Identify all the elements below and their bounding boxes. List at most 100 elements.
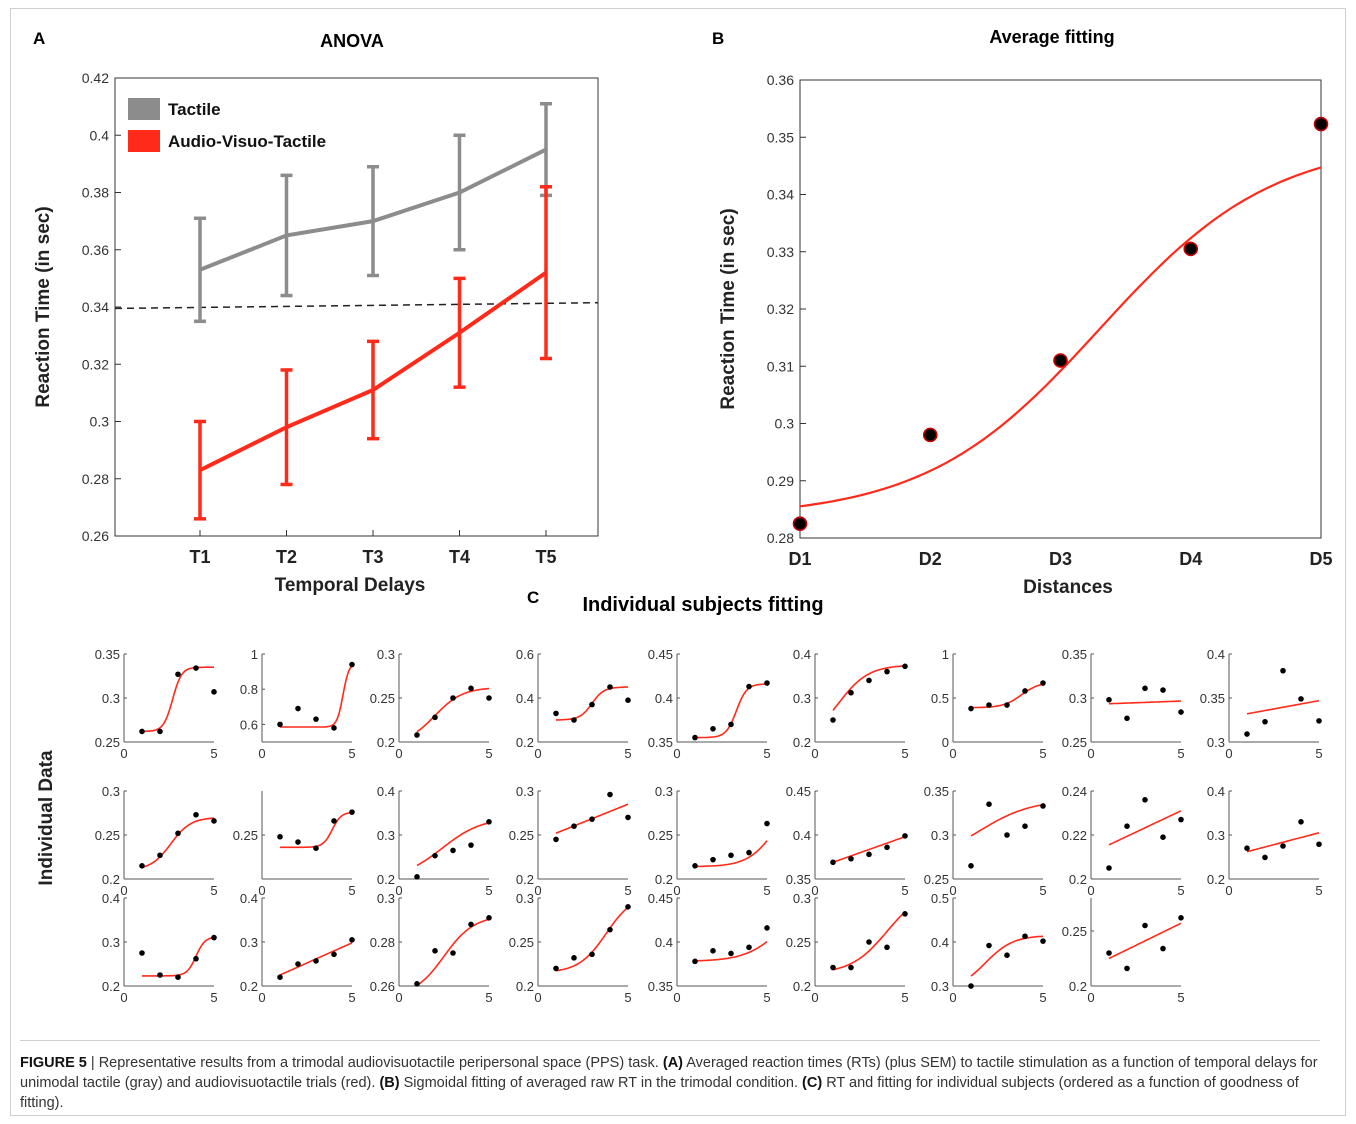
subject-subplot: 0.6 0.8 1 0 5 xyxy=(240,647,356,761)
data-point xyxy=(450,847,456,854)
panel-a-title: ANOVA xyxy=(320,31,384,51)
data-point xyxy=(1178,816,1184,823)
data-point xyxy=(349,661,355,668)
x-tick-label: D4 xyxy=(1179,549,1202,569)
x-tick-label: 0 xyxy=(1087,746,1094,761)
data-point xyxy=(1298,696,1304,702)
x-tick-label: T2 xyxy=(276,547,297,567)
panel-c-letter: C xyxy=(527,588,539,607)
data-point xyxy=(414,981,420,987)
y-tick-label: 0.2 xyxy=(240,979,258,994)
data-point xyxy=(728,721,734,728)
data-point xyxy=(313,716,319,722)
y-tick-label: 0.34 xyxy=(767,187,794,203)
y-tick-label: 0.42 xyxy=(82,70,109,86)
data-point xyxy=(211,689,217,695)
data-point xyxy=(1160,687,1166,693)
fit-curve xyxy=(832,911,906,971)
y-tick-label: 0.2 xyxy=(377,872,395,887)
data-point xyxy=(157,972,163,978)
fit-curve xyxy=(1108,810,1182,846)
data-point xyxy=(211,818,217,824)
y-tick-label: 1 xyxy=(251,647,258,662)
fit-curve xyxy=(832,665,906,711)
y-tick-label: 0.3 xyxy=(931,979,949,994)
fit-curve xyxy=(1246,699,1320,715)
x-tick-label: 0 xyxy=(395,746,402,761)
data-point xyxy=(1124,965,1130,972)
subject-subplot: 0.2 0.25 0.3 0 5 xyxy=(786,891,909,1005)
data-point xyxy=(625,904,631,910)
subject-subplot: 0.2 0.3 0.4 0 5 xyxy=(793,647,909,761)
x-tick-label: 5 xyxy=(1177,990,1184,1005)
x-tick-label: 5 xyxy=(624,883,631,898)
caption-tag-c: (C) xyxy=(802,1075,823,1091)
data-point xyxy=(848,964,854,971)
data-point xyxy=(764,925,770,931)
x-tick-label: 0 xyxy=(258,883,265,898)
y-tick-label: 0.3 xyxy=(1207,828,1225,843)
y-tick-label: 0.2 xyxy=(793,979,811,994)
figure-caption: FIGURE 5 | Representative results from a… xyxy=(20,1040,1320,1113)
data-point xyxy=(710,856,716,863)
y-tick-label: 0.4 xyxy=(793,647,811,662)
fit-curve xyxy=(970,803,1044,837)
panel-c: C Individual subjects fitting Individual D… xyxy=(36,588,1323,1005)
y-tick-label: 0.4 xyxy=(1207,784,1225,799)
y-tick-label: 0.45 xyxy=(648,647,673,662)
y-axis-label: Reaction Time (in sec) xyxy=(33,206,54,407)
subject-subplot: 0.2 0.3 0.4 0 5 xyxy=(377,784,493,898)
fit-curve xyxy=(1109,700,1181,705)
y-tick-label: 0.25 xyxy=(924,872,949,887)
y-axis-label: Individual Data xyxy=(36,750,57,886)
subject-subplot: 0.2 0.25 0.3 0 5 xyxy=(95,784,218,898)
subject-subplot: 0.25 0.3 0.35 0 5 xyxy=(95,647,218,761)
y-tick-label: 0.35 xyxy=(648,979,673,994)
y-tick-label: 0 xyxy=(942,735,949,750)
x-tick-label: 5 xyxy=(1177,746,1184,761)
y-tick-label: 0.32 xyxy=(82,356,109,372)
y-tick-label: 0.36 xyxy=(767,72,794,88)
y-tick-label: 0.35 xyxy=(786,872,811,887)
y-tick-label: 0.31 xyxy=(767,358,794,374)
data-point xyxy=(1178,915,1184,921)
caption-separator: | xyxy=(86,1055,99,1071)
y-tick-label: 0.8 xyxy=(240,682,258,697)
data-point xyxy=(746,683,752,690)
subject-subplot: 0.2 0.25 0.3 0 5 xyxy=(648,784,771,898)
data-point xyxy=(295,705,301,712)
panel-b-letter: B xyxy=(712,29,724,48)
data-point xyxy=(450,695,456,701)
x-tick-label: 5 xyxy=(624,990,631,1005)
y-tick-label: 0.3 xyxy=(775,416,795,432)
data-point xyxy=(175,671,181,678)
x-tick-label: 0 xyxy=(1225,883,1232,898)
fit-curve xyxy=(141,666,214,733)
data-point xyxy=(1262,854,1268,861)
subject-subplot: 0.3 0.4 0.5 0 5 xyxy=(931,891,1047,1005)
y-tick-label: 0.2 xyxy=(377,735,395,750)
x-tick-label: 5 xyxy=(1039,883,1046,898)
y-tick-label: 0.4 xyxy=(655,935,673,950)
x-axis-label: Distances xyxy=(1023,577,1113,598)
y-tick-label: 0.28 xyxy=(767,530,794,546)
x-tick-label: 0 xyxy=(811,883,818,898)
y-tick-label: 0.3 xyxy=(377,891,395,906)
y-tick-label: 0.3 xyxy=(793,891,811,906)
data-point xyxy=(589,701,595,708)
y-tick-label: 0.3 xyxy=(90,414,110,430)
fit-curve xyxy=(280,811,353,849)
data-point xyxy=(414,874,420,880)
data-point xyxy=(1313,116,1329,132)
data-point xyxy=(728,950,734,957)
x-tick-label: 5 xyxy=(1039,746,1046,761)
data-point xyxy=(331,725,337,731)
x-tick-label: 0 xyxy=(534,746,541,761)
caption-label: FIGURE 5 xyxy=(20,1055,87,1071)
fit-curve xyxy=(280,665,353,728)
data-point xyxy=(607,684,613,690)
data-point xyxy=(607,926,613,933)
subject-subplot: 0.26 0.28 0.3 0 5 xyxy=(370,891,493,1005)
fit-curve xyxy=(694,840,768,868)
data-point xyxy=(884,944,890,951)
